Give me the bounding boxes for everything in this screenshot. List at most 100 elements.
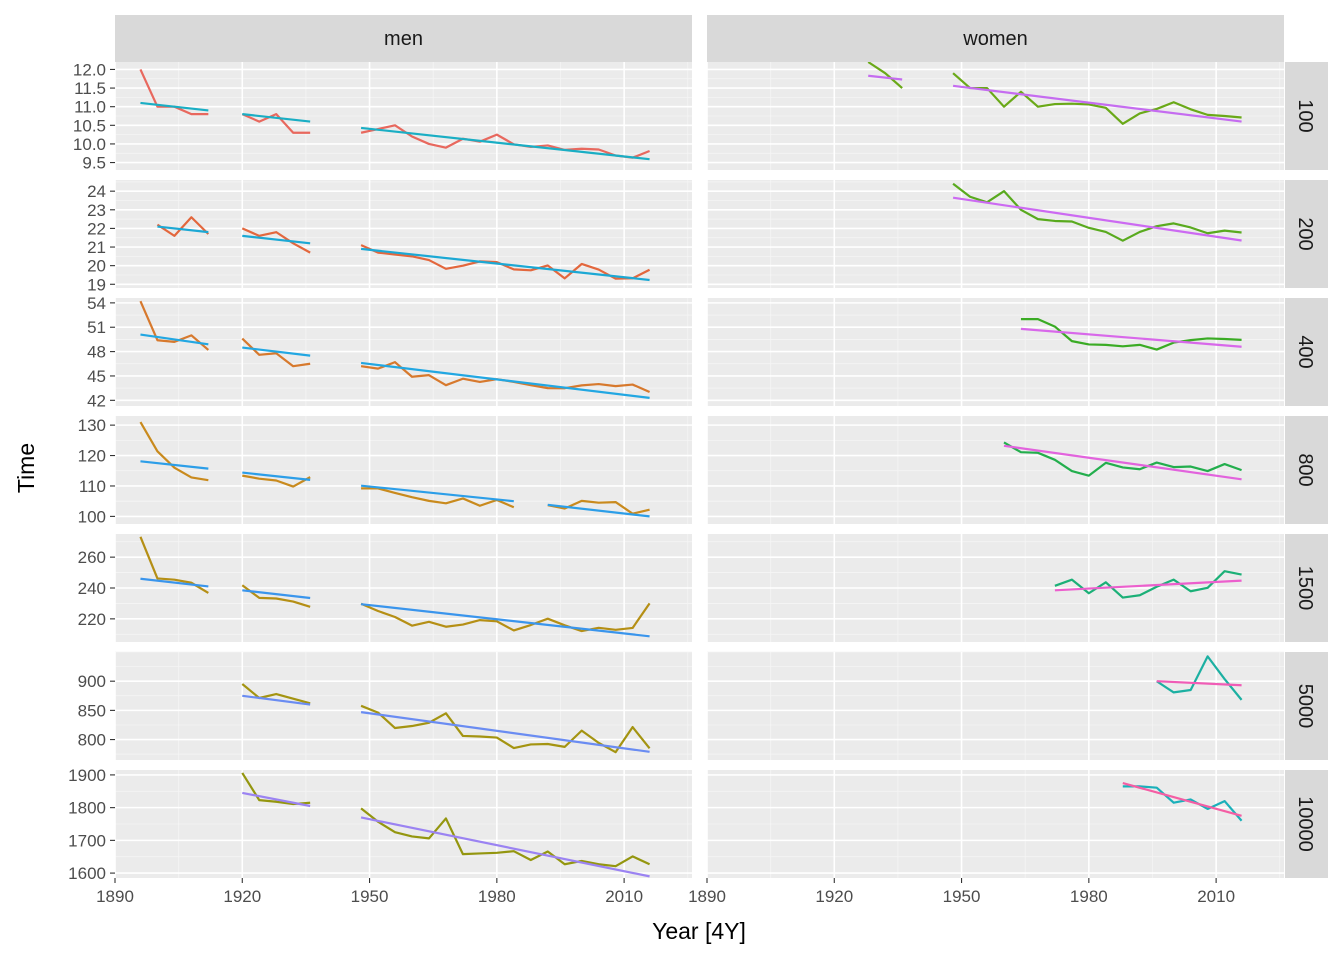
- trend-line-men-1500-segment-1: [242, 589, 311, 600]
- y-tick-label: 12.0: [73, 60, 106, 79]
- x-tick-label: 1950: [943, 887, 981, 906]
- series-line-women-100-segment-1: [952, 72, 1242, 125]
- series-line-women-800-segment-0: [1003, 441, 1242, 477]
- panel-background: [115, 180, 692, 288]
- series-line-men-400-segment-0: [139, 300, 210, 351]
- trend-line-men-800-segment-0: [140, 460, 209, 470]
- trend-line-men-5000-segment-0: [242, 694, 311, 706]
- row-strip-label-5000: 5000: [1294, 684, 1316, 729]
- series-line-men-800-segment-1: [242, 474, 311, 488]
- trend-line-men-400-segment-2: [360, 361, 650, 399]
- x-tick-label: 1980: [478, 887, 516, 906]
- panel-background: [115, 652, 692, 760]
- y-tick-label: 19: [87, 275, 106, 294]
- series-line-men-800-segment-0: [139, 421, 209, 482]
- series-line-men-1500-segment-1: [241, 584, 311, 608]
- row-strip-label-800: 800: [1294, 453, 1316, 486]
- series-line-men-800-segment-2: [361, 487, 515, 509]
- trend-line-men-10000-segment-1: [360, 816, 650, 878]
- series-line-women-400-segment-0: [1020, 318, 1242, 351]
- x-tick-label: 1950: [351, 887, 389, 906]
- y-tick-label: 48: [87, 343, 106, 362]
- row-strip-200: [1285, 180, 1328, 288]
- trend-line-men-200-segment-0: [157, 225, 209, 234]
- panel-men-400: [114, 298, 692, 406]
- strips-layer: men women 100 200 400 800 1500 5000 10000: [115, 15, 1328, 878]
- row-strip-label-1500: 1500: [1294, 566, 1316, 611]
- trend-line-women-100-segment-0: [868, 74, 903, 81]
- trend-line-men-800-segment-1: [242, 471, 311, 481]
- panel-women-400: [706, 298, 1284, 406]
- y-tick-label: 220: [78, 610, 106, 629]
- panel-women-1500: [706, 534, 1284, 642]
- trend-line-men-200-segment-2: [360, 247, 650, 282]
- trend-line-men-100-segment-0: [140, 101, 209, 112]
- panel-background: [115, 416, 692, 524]
- panel-men-200: [114, 180, 692, 288]
- panel-men-1500: [114, 534, 692, 642]
- y-tick-label: 20: [87, 257, 106, 276]
- row-strip-800: [1285, 416, 1328, 524]
- trend-line-men-10000-segment-0: [242, 791, 311, 808]
- trend-line-women-200-segment-0: [952, 196, 1242, 242]
- column-strip-women: [707, 15, 1284, 62]
- panel-background: [707, 416, 1284, 524]
- trend-line-women-100-segment-1: [952, 84, 1242, 123]
- panel-women-5000: [706, 651, 1284, 760]
- panel-women-200: [706, 180, 1284, 288]
- series-line-men-200-segment-2: [360, 244, 651, 280]
- axes-layer: 9.510.010.511.011.512.019202122232442454…: [68, 60, 1235, 906]
- y-tick-label: 130: [78, 416, 106, 435]
- trend-line-women-5000-segment-0: [1156, 680, 1242, 687]
- y-tick-label: 1900: [68, 766, 106, 785]
- x-tick-label: 1890: [96, 887, 134, 906]
- y-tick-label: 260: [78, 548, 106, 567]
- series-line-men-100-segment-2: [360, 124, 650, 159]
- y-tick-label: 21: [87, 238, 106, 257]
- y-tick-label: 11.0: [74, 98, 106, 117]
- panel-background: [707, 652, 1284, 760]
- y-tick-label: 24: [87, 182, 106, 201]
- series-line-men-100-segment-1: [241, 113, 311, 134]
- y-tick-label: 9.5: [82, 154, 106, 173]
- trend-line-women-800-segment-0: [1003, 444, 1242, 481]
- series-line-men-200-segment-1: [241, 227, 311, 254]
- row-strip-label-100: 100: [1294, 99, 1316, 132]
- row-strip-5000: [1285, 652, 1328, 760]
- trend-line-men-200-segment-1: [242, 234, 311, 245]
- trend-line-men-800-segment-3: [547, 503, 650, 518]
- panel-men-5000: [114, 651, 692, 760]
- trend-line-men-1500-segment-0: [140, 577, 209, 588]
- x-tick-label: 2010: [1197, 887, 1235, 906]
- row-strip-label-400: 400: [1294, 335, 1316, 368]
- y-tick-label: 850: [78, 701, 106, 720]
- series-line-women-1500-segment-0: [1054, 570, 1242, 599]
- trend-line-women-10000-segment-0: [1122, 782, 1242, 817]
- y-axis-title: Time: [13, 443, 39, 493]
- y-tick-label: 10.5: [73, 116, 106, 135]
- column-strip-label-women: women: [962, 28, 1027, 50]
- trend-line-men-800-segment-2: [360, 484, 514, 503]
- row-strip-400: [1285, 298, 1328, 406]
- y-tick-label: 120: [78, 447, 106, 466]
- series-line-men-200-segment-0: [156, 216, 210, 237]
- y-tick-label: 23: [87, 201, 106, 220]
- panels-layer: [114, 61, 1284, 878]
- y-tick-label: 900: [78, 672, 106, 691]
- trend-line-men-400-segment-0: [140, 333, 209, 346]
- series-line-men-10000-segment-1: [360, 807, 651, 868]
- y-tick-label: 51: [87, 318, 106, 337]
- series-line-women-5000-segment-0: [1156, 655, 1243, 701]
- y-tick-label: 100: [78, 507, 106, 526]
- y-tick-label: 45: [87, 367, 106, 386]
- row-strip-1500: [1285, 534, 1328, 642]
- trend-line-women-1500-segment-0: [1054, 579, 1242, 592]
- y-tick-label: 11.5: [74, 79, 106, 98]
- panel-men-10000: [114, 770, 692, 878]
- panel-men-800: [114, 416, 692, 524]
- column-strip-label-men: men: [384, 28, 423, 50]
- y-tick-label: 1800: [68, 799, 106, 818]
- row-strip-100: [1285, 62, 1328, 170]
- row-strip-label-200: 200: [1294, 217, 1316, 250]
